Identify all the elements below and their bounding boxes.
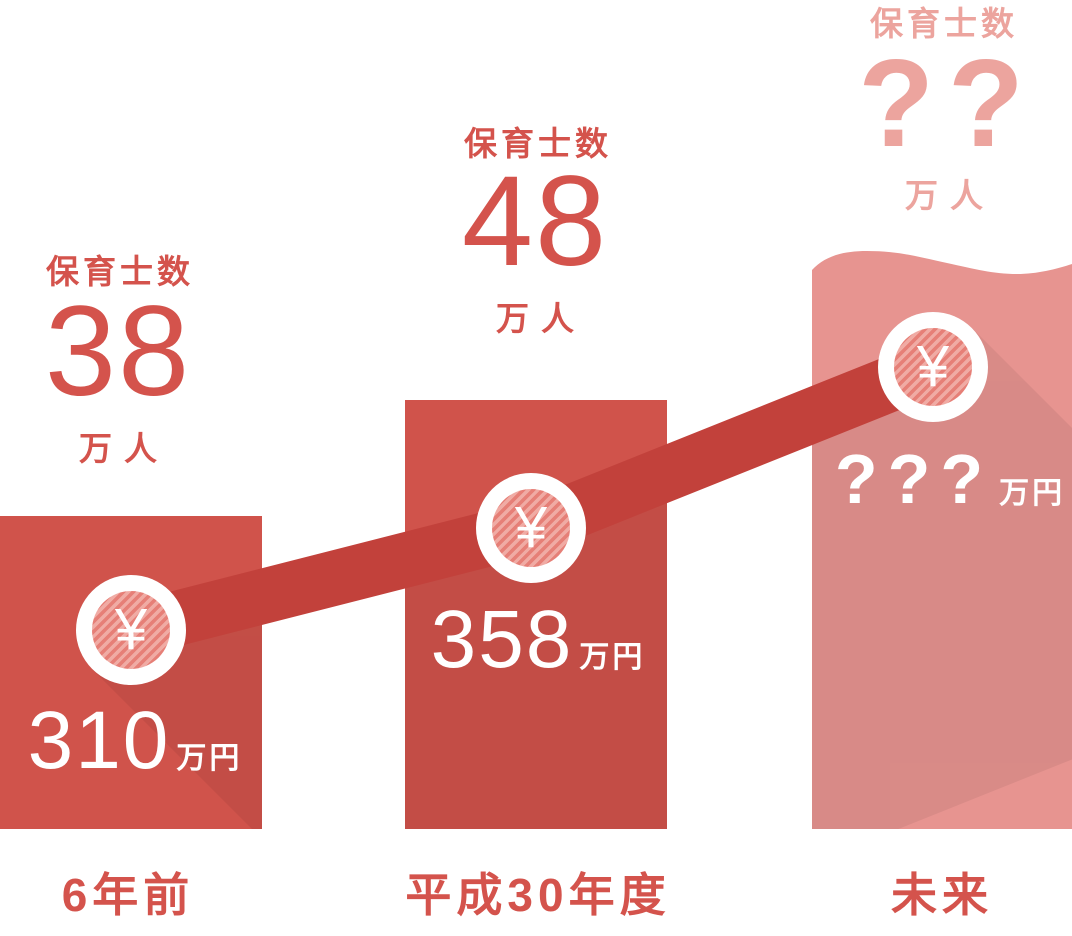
staff-count-label: 保育士数 xyxy=(870,5,1018,42)
axis-label: 平成30年度 xyxy=(405,869,671,921)
salary-unit: 万円 xyxy=(579,641,646,674)
yen-coin-icon: ¥ xyxy=(76,575,186,685)
salary-value-group: ??? 万円 xyxy=(835,444,1065,514)
yen-coin-stripes: ¥ xyxy=(92,591,170,669)
axis-label: 未来 xyxy=(891,869,993,921)
yen-symbol: ¥ xyxy=(514,495,548,560)
staff-count-value: 48 xyxy=(461,150,609,293)
yen-coin-icon: ¥ xyxy=(878,312,988,422)
salary-value: 310 xyxy=(27,695,171,786)
staff-count-label: 保育士数 xyxy=(46,253,194,290)
staff-count-unit: 万人 xyxy=(905,177,995,214)
yen-symbol: ¥ xyxy=(916,334,950,399)
salary-value: 358 xyxy=(430,594,574,685)
salary-value-group: 310 万円 xyxy=(28,700,243,782)
salary-unit: 万円 xyxy=(176,742,243,775)
staff-count-unit: 万人 xyxy=(496,300,586,337)
staff-count-unit: 万人 xyxy=(79,430,169,467)
salary-value: ??? xyxy=(834,440,994,518)
staff-count-value: ?? xyxy=(858,35,1038,173)
yen-coin-icon: ¥ xyxy=(476,473,586,583)
yen-symbol: ¥ xyxy=(114,597,148,662)
staff-count-value: 38 xyxy=(44,280,192,423)
staff-count-label: 保育士数 xyxy=(464,125,612,162)
yen-coin-stripes: ¥ xyxy=(894,328,972,406)
salary-unit: 万円 xyxy=(999,477,1066,510)
axis-label: 6年前 xyxy=(61,869,195,921)
salary-value-group: 358 万円 xyxy=(431,599,646,681)
yen-coin-stripes: ¥ xyxy=(492,489,570,567)
